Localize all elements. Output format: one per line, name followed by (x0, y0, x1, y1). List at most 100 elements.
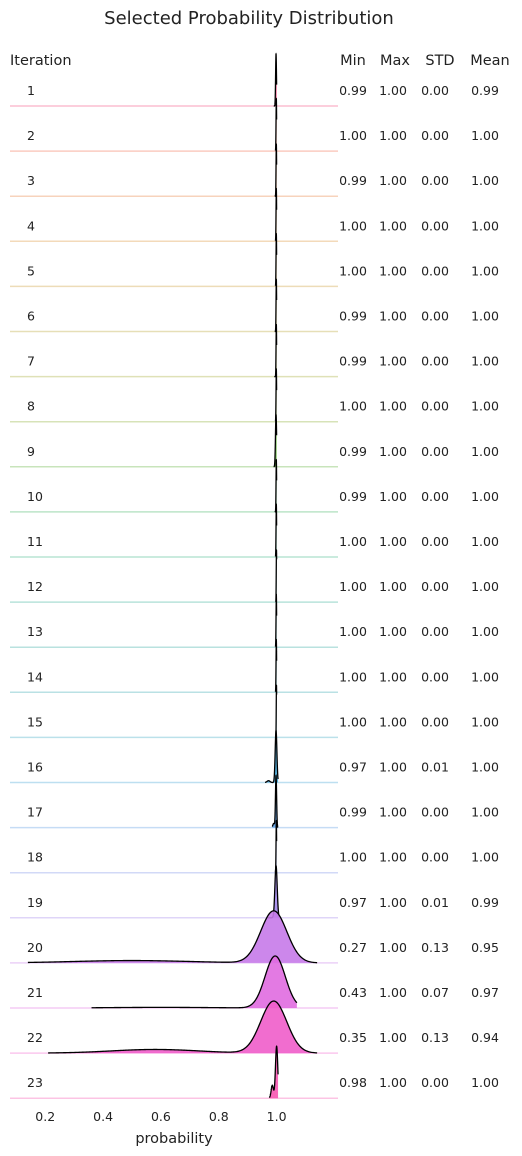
row-label: 14 (27, 669, 43, 684)
ridge-row: 14 1.00 1.00 0.00 1.00 (10, 638, 499, 694)
ridge-row: 2 1.00 1.00 0.00 1.00 (10, 97, 499, 152)
stat-std: 0.00 (421, 850, 449, 865)
ridge-line (274, 638, 278, 693)
ridge-line (273, 52, 278, 107)
ridge-row: 9 0.99 1.00 0.00 1.00 (10, 413, 499, 468)
stat-min: 0.27 (339, 940, 367, 955)
row-label: 10 (27, 489, 43, 504)
stat-max: 1.00 (379, 850, 407, 865)
stat-min: 0.99 (339, 173, 367, 188)
ridge-line (273, 413, 278, 468)
stat-mean: 1.00 (471, 669, 499, 684)
row-label: 17 (27, 805, 43, 820)
stat-std: 0.00 (421, 444, 449, 459)
stat-min: 1.00 (339, 579, 367, 594)
ridge-row: 19 0.97 1.00 0.01 0.99 (10, 864, 499, 919)
chart-title: Selected Probability Distribution (104, 8, 394, 29)
stat-mean: 1.00 (471, 1075, 499, 1090)
stat-mean: 1.00 (471, 173, 499, 188)
ridge-row: 5 1.00 1.00 0.00 1.00 (10, 232, 499, 288)
ridge-row: 18 1.00 1.00 0.00 1.00 (10, 819, 499, 874)
ridge-row: 20 0.27 1.00 0.13 0.95 (10, 910, 499, 964)
stat-max: 1.00 (379, 128, 407, 143)
row-label: 8 (27, 399, 35, 414)
x-tick-label: 0.4 (93, 1109, 113, 1124)
row-label: 11 (27, 534, 43, 549)
stat-min: 0.99 (339, 83, 367, 98)
ridge-row: 16 0.97 1.00 0.01 1.00 (10, 729, 499, 784)
stat-max: 1.00 (379, 1075, 407, 1090)
ridge-fill (48, 1001, 318, 1054)
x-tick-label: 0.2 (35, 1109, 55, 1124)
row-label: 20 (27, 940, 43, 955)
ridge-row: 7 0.99 1.00 0.00 1.00 (10, 323, 499, 378)
stat-header-std: STD (425, 53, 454, 69)
stat-min: 1.00 (339, 624, 367, 639)
stat-max: 1.00 (379, 354, 407, 369)
stat-mean: 1.00 (471, 579, 499, 594)
stat-min: 1.00 (339, 263, 367, 278)
ridge-line (275, 683, 278, 738)
x-axis-label: probability (135, 1131, 213, 1147)
row-label: 19 (27, 895, 43, 910)
stat-mean: 1.00 (471, 444, 499, 459)
ridge-row: 8 1.00 1.00 0.00 1.00 (10, 368, 499, 423)
stat-min: 0.97 (339, 895, 367, 910)
stat-std: 0.00 (421, 309, 449, 324)
stat-header-mean: Mean (470, 53, 510, 69)
stat-std: 0.13 (421, 1030, 449, 1045)
stat-mean: 1.00 (471, 354, 499, 369)
stat-std: 0.00 (421, 624, 449, 639)
x-axis: 0.2 0.4 0.6 0.8 1.0 (35, 1109, 286, 1124)
ridge-row: 1 0.99 1.00 0.00 0.99 (10, 52, 499, 107)
ridge-line (274, 323, 278, 378)
stat-std: 0.00 (421, 805, 449, 820)
stat-max: 1.00 (379, 263, 407, 278)
row-label: 18 (27, 850, 43, 865)
ridge-row: 10 0.99 1.00 0.00 1.00 (10, 458, 499, 513)
ridge-row: 21 0.43 1.00 0.07 0.97 (10, 955, 499, 1009)
stat-min: 0.97 (339, 760, 367, 775)
stat-min: 1.00 (339, 399, 367, 414)
stat-mean: 0.99 (471, 895, 499, 910)
row-label: 2 (27, 128, 35, 143)
stat-max: 1.00 (379, 940, 407, 955)
stat-std: 0.00 (421, 218, 449, 233)
stat-max: 1.00 (379, 714, 407, 729)
row-label: 13 (27, 624, 43, 639)
stat-mean: 1.00 (471, 489, 499, 504)
ridge-row: 23 0.98 1.00 0.00 1.00 (10, 1045, 499, 1099)
stat-header-min: Min (340, 53, 366, 69)
stat-min: 0.99 (339, 805, 367, 820)
stat-header-max: Max (380, 53, 410, 69)
stat-max: 1.00 (379, 579, 407, 594)
stat-max: 1.00 (379, 985, 407, 1000)
row-label: 23 (27, 1075, 43, 1090)
stat-std: 0.00 (421, 399, 449, 414)
stat-min: 0.43 (339, 985, 367, 1000)
ridge-row: 12 1.00 1.00 0.00 1.00 (10, 548, 499, 603)
stat-mean: 1.00 (471, 714, 499, 729)
stat-mean: 1.00 (471, 309, 499, 324)
stat-mean: 0.97 (471, 985, 499, 1000)
row-label: 4 (27, 218, 35, 233)
stat-min: 0.98 (339, 1075, 367, 1090)
ridge-line (264, 729, 279, 784)
row-label: 5 (27, 263, 35, 278)
stat-mean: 0.94 (471, 1030, 499, 1045)
stat-mean: 1.00 (471, 128, 499, 143)
stat-std: 0.00 (421, 489, 449, 504)
stat-mean: 1.00 (471, 399, 499, 414)
ridge-line (275, 548, 278, 602)
x-tick-label: 1.0 (267, 1109, 287, 1124)
stat-min: 1.00 (339, 128, 367, 143)
stat-mean: 1.00 (471, 805, 499, 820)
x-tick-label: 0.8 (209, 1109, 229, 1124)
stat-max: 1.00 (379, 309, 407, 324)
stat-min: 0.99 (339, 354, 367, 369)
ridge-line (271, 774, 279, 828)
row-label: 3 (27, 173, 35, 188)
stat-max: 1.00 (379, 760, 407, 775)
stat-min: 1.00 (339, 850, 367, 865)
